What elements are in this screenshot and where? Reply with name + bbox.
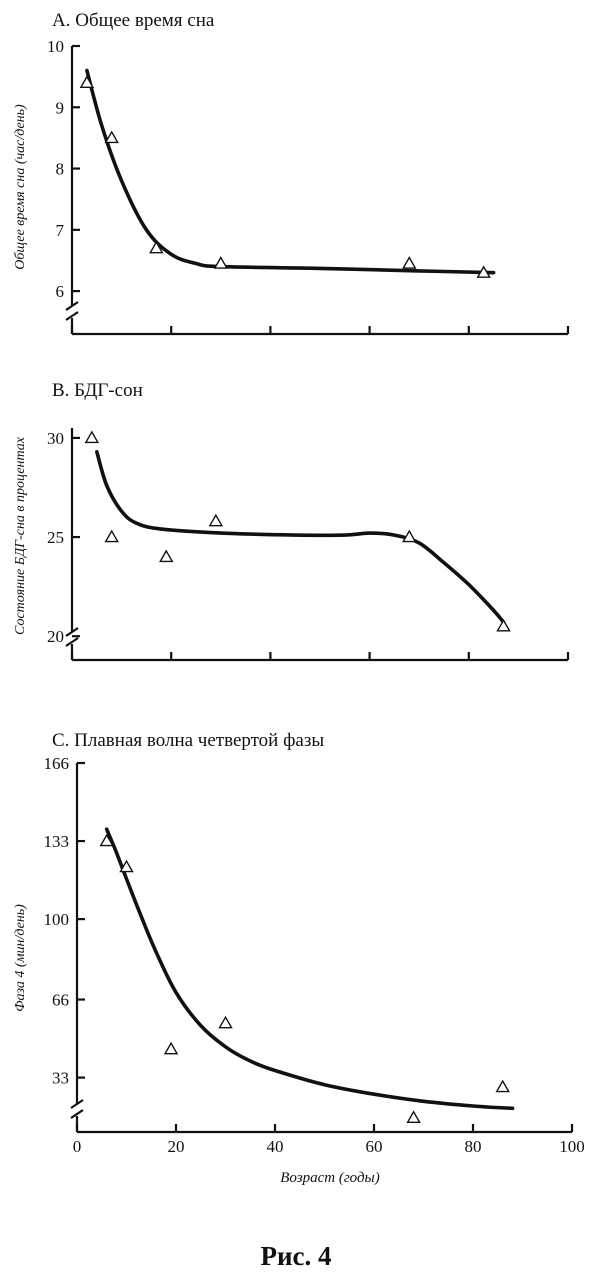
y-tick-label: 133 <box>44 832 70 851</box>
axis-break-mark <box>70 1109 84 1119</box>
x-tick-label: 80 <box>465 1137 482 1156</box>
axis-break-mark <box>70 1099 84 1109</box>
data-point-triangle <box>213 256 229 269</box>
y-tick-label: 33 <box>52 1069 69 1088</box>
y-tick-label: 25 <box>47 528 64 547</box>
fit-curve <box>95 450 506 625</box>
y-tick-label: 10 <box>47 37 64 56</box>
y-tick-label: 100 <box>44 910 70 929</box>
data-point-triangle <box>104 529 119 543</box>
data-point-triangle <box>496 618 511 632</box>
y-tick-label: 166 <box>44 754 70 773</box>
data-point-triangle <box>159 549 174 563</box>
x-tick-label: 60 <box>366 1137 383 1156</box>
fit-curve <box>104 827 515 1111</box>
data-point-triangle <box>208 513 224 527</box>
y-tick-label: 8 <box>56 160 65 179</box>
y-tick-label: 9 <box>56 98 65 117</box>
data-point-triangle <box>99 833 114 847</box>
data-point-triangle <box>119 859 134 873</box>
data-point-triangle <box>84 430 100 444</box>
axis-break-mark <box>65 627 79 637</box>
figure-caption: Рис. 4 <box>260 1241 331 1271</box>
data-point-triangle <box>406 1110 421 1124</box>
panel-b-rem-sleep: B. БДГ-сон Состояние БДГ-сна в процентах… <box>13 380 570 662</box>
panel-b-y-axis-label: Состояние БДГ-сна в процентах <box>13 436 28 635</box>
data-point-triangle <box>476 265 491 278</box>
data-point-triangle <box>495 1079 510 1093</box>
y-tick-label: 7 <box>56 221 65 240</box>
x-tick-label: 20 <box>168 1137 185 1156</box>
axis-break-mark <box>65 311 79 321</box>
y-tick-label: 20 <box>47 627 64 646</box>
x-tick-label: 40 <box>267 1137 284 1156</box>
y-tick-label: 66 <box>52 991 69 1010</box>
data-point-triangle <box>163 1041 179 1055</box>
data-point-triangle <box>104 130 119 144</box>
data-point-triangle <box>79 75 95 88</box>
panel-a-y-axis-label: Общее время сна (час/день) <box>13 104 28 270</box>
data-point-triangle <box>149 240 164 254</box>
axis-break-mark <box>65 301 79 311</box>
data-point-triangle <box>402 529 417 543</box>
panel-c-x-axis-label: Возраст (годы) <box>280 1170 379 1186</box>
panel-c-y-axis-label: Фаза 4 (мин/день) <box>13 904 28 1012</box>
data-point-triangle <box>218 1015 233 1029</box>
panel-b-title: B. БДГ-сон <box>52 380 143 401</box>
panel-a-total-sleep: A. Общее время сна Общее время сна (час/… <box>13 10 570 336</box>
data-point-triangle <box>402 256 417 269</box>
panel-a-title: A. Общее время сна <box>52 10 215 31</box>
y-tick-label: 30 <box>47 429 64 448</box>
panel-c-slow-wave: C. Плавная волна четвертой фазы Фаза 4 (… <box>13 730 585 1186</box>
axis-break-mark <box>65 637 79 647</box>
panel-c-title: C. Плавная волна четвертой фазы <box>52 730 324 751</box>
y-tick-label: 6 <box>56 282 65 301</box>
fit-curve <box>85 68 496 275</box>
x-tick-label: 0 <box>73 1137 82 1156</box>
x-tick-label: 100 <box>559 1137 585 1156</box>
